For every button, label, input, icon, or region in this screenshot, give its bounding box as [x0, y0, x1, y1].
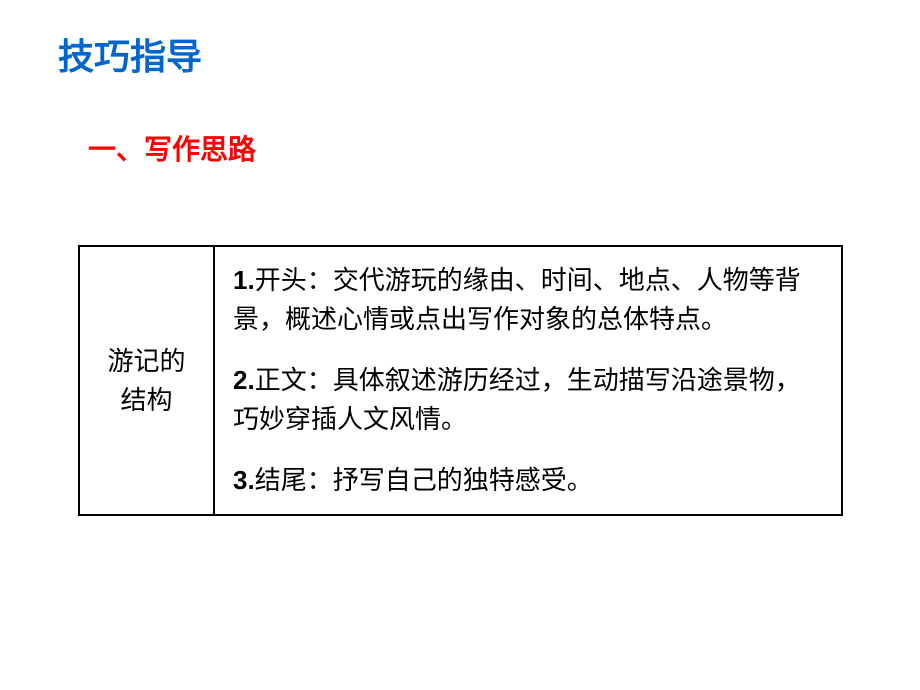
item-number: 2. — [233, 365, 255, 395]
header-line-2: 结构 — [98, 381, 195, 420]
section-subtitle: 一、写作思路 — [88, 128, 256, 168]
structure-table: 游记的 结构 1.开头：交代游玩的缘由、时间、地点、人物等背景，概述心情或点出写… — [78, 245, 843, 516]
item-label: 正文： — [255, 365, 333, 395]
table: 游记的 结构 1.开头：交代游玩的缘由、时间、地点、人物等背景，概述心情或点出写… — [78, 245, 843, 516]
item-text: 抒写自己的独特感受。 — [333, 465, 593, 495]
item-number: 3. — [233, 465, 255, 495]
item-label: 结尾： — [255, 465, 333, 495]
main-title: 技巧指导 — [58, 28, 202, 80]
item-number: 1. — [233, 265, 255, 295]
list-item: 1.开头：交代游玩的缘由、时间、地点、人物等背景，概述心情或点出写作对象的总体特… — [233, 261, 823, 339]
list-item: 3.结尾：抒写自己的独特感受。 — [233, 461, 823, 500]
item-label: 开头： — [255, 265, 333, 295]
list-item: 2.正文：具体叙述游历经过，生动描写沿途景物，巧妙穿插人文风情。 — [233, 361, 823, 439]
table-content-cell: 1.开头：交代游玩的缘由、时间、地点、人物等背景，概述心情或点出写作对象的总体特… — [214, 246, 842, 515]
header-line-1: 游记的 — [98, 342, 195, 381]
table-header-cell: 游记的 结构 — [79, 246, 214, 515]
table-row: 游记的 结构 1.开头：交代游玩的缘由、时间、地点、人物等背景，概述心情或点出写… — [79, 246, 842, 515]
